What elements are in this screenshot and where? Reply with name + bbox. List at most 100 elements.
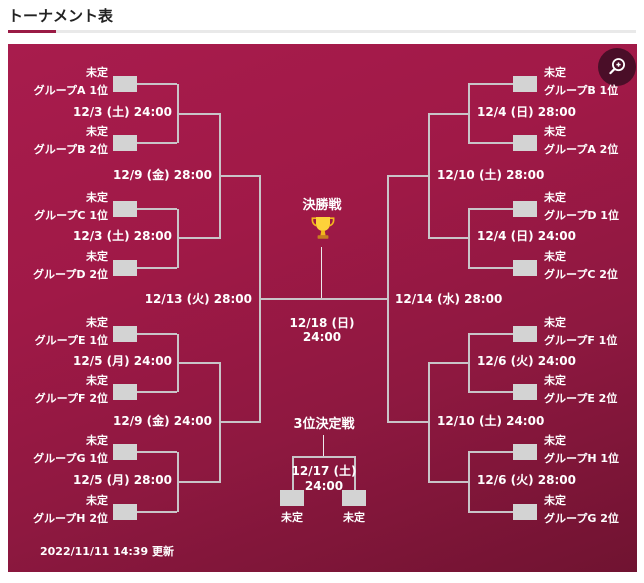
match-date: 12/9 (金) 28:00 (113, 168, 212, 182)
team-name: グループA 1位 (33, 84, 108, 97)
team-status: 未定 (544, 494, 566, 507)
team-name: グループF 2位 (34, 392, 108, 405)
match-date: 12/9 (金) 24:00 (113, 414, 212, 428)
team-status: 未定 (86, 66, 108, 79)
team-slot-box (513, 135, 537, 151)
team-name: グループH 2位 (32, 512, 108, 525)
bracket-line-h (177, 362, 221, 364)
match-date: 12/6 (火) 24:00 (477, 354, 576, 368)
bracket-line-h (137, 208, 177, 210)
bracket-line-h (428, 481, 470, 483)
bracket-line-h (428, 362, 470, 364)
team-slot-box (113, 384, 137, 400)
bracket-line-h (468, 267, 513, 269)
bracket-line-v (468, 209, 470, 268)
bracket-line-v (468, 84, 470, 143)
match-date: 12/13 (火) 28:00 (144, 292, 252, 306)
team-status: 未定 (544, 66, 566, 79)
trophy-icon (310, 215, 336, 247)
bracket-line-v (428, 363, 430, 482)
team-name: グループG 1位 (33, 452, 108, 465)
team-slot-box (513, 326, 537, 342)
bracket-line-h (177, 237, 221, 239)
bracket-line-h (137, 391, 177, 393)
team-status: 未定 (281, 511, 303, 524)
team-status: 未定 (544, 374, 566, 387)
bracket-line-v (468, 452, 470, 512)
magnifier-plus-icon (606, 56, 628, 78)
team-slot-box (113, 135, 137, 151)
bracket-line-h (137, 333, 177, 335)
team-status: 未定 (86, 434, 108, 447)
third-place-title: 3位決定戦 (293, 417, 355, 432)
title-divider-accent (8, 30, 56, 33)
match-date: 12/10 (土) 24:00 (437, 414, 545, 428)
team-name: グループF 1位 (544, 334, 618, 347)
match-date: 12/5 (月) 24:00 (73, 354, 172, 368)
final-date-time: 24:00 (302, 330, 342, 344)
bracket-line-h (137, 142, 177, 144)
bracket-line-h (219, 421, 261, 423)
team-name: グループE 2位 (544, 392, 618, 405)
match-date: 12/3 (土) 24:00 (73, 105, 172, 119)
team-name: グループD 1位 (544, 209, 619, 222)
match-date: 12/3 (土) 28:00 (73, 229, 172, 243)
team-slot-box (513, 201, 537, 217)
team-slot-box (113, 260, 137, 276)
bracket-panel: 未定 グループA 1位 未定 グループB 2位 未定 グループC 1位 未定 グ… (8, 44, 637, 572)
bracket-line-v (468, 334, 470, 392)
team-name: グループB 1位 (544, 84, 619, 97)
team-name: グループA 2位 (544, 143, 619, 156)
team-status: 未定 (544, 250, 566, 263)
title-divider (8, 30, 636, 33)
bracket-line-v (354, 456, 356, 492)
team-slot-box (513, 260, 537, 276)
team-status: 未定 (86, 191, 108, 204)
match-date: 12/10 (土) 28:00 (437, 168, 545, 182)
bracket-line-h (137, 511, 177, 513)
team-status: 未定 (343, 511, 365, 524)
bracket-line-h (468, 451, 513, 453)
final-title: 決勝戦 (302, 198, 342, 213)
team-name: グループG 2位 (544, 512, 619, 525)
team-name: グループB 2位 (33, 143, 108, 156)
bracket-line-h (292, 456, 356, 458)
bracket-line-h (219, 175, 261, 177)
bracket-line-h (468, 142, 513, 144)
bracket-line-h (137, 83, 177, 85)
third-place-date-day: 12/17 (土) (291, 464, 357, 478)
bracket-line-h (387, 175, 428, 177)
zoom-button[interactable] (598, 48, 636, 86)
third-place-date-time: 24:00 (304, 479, 344, 493)
bracket-line-h (468, 208, 513, 210)
team-name: グループE 1位 (34, 334, 108, 347)
final-date-day: 12/18 (日) (289, 316, 355, 330)
bracket-line-h (468, 391, 513, 393)
team-status: 未定 (86, 374, 108, 387)
match-date: 12/6 (火) 28:00 (477, 473, 576, 487)
team-slot-box (280, 490, 304, 506)
match-date: 12/4 (日) 24:00 (477, 229, 576, 243)
team-slot-box (513, 76, 537, 92)
bracket-line-h (137, 267, 177, 269)
team-slot-box (113, 444, 137, 460)
team-status: 未定 (86, 494, 108, 507)
final-connector-line (321, 247, 322, 298)
team-status: 未定 (86, 250, 108, 263)
team-status: 未定 (544, 316, 566, 329)
team-slot-box (513, 444, 537, 460)
page-title: トーナメント表 (8, 7, 114, 25)
team-name: グループC 2位 (544, 268, 618, 281)
team-slot-box (113, 326, 137, 342)
team-status: 未定 (544, 191, 566, 204)
updated-timestamp: 2022/11/11 14:39 更新 (40, 545, 174, 558)
bracket-line-h (468, 83, 513, 85)
third-place-connector-line (323, 435, 324, 456)
team-slot-box (513, 504, 537, 520)
team-status: 未定 (544, 125, 566, 138)
team-slot-box (342, 490, 366, 506)
team-name: グループC 1位 (34, 209, 108, 222)
team-slot-box (113, 76, 137, 92)
match-date: 12/5 (月) 28:00 (73, 473, 172, 487)
